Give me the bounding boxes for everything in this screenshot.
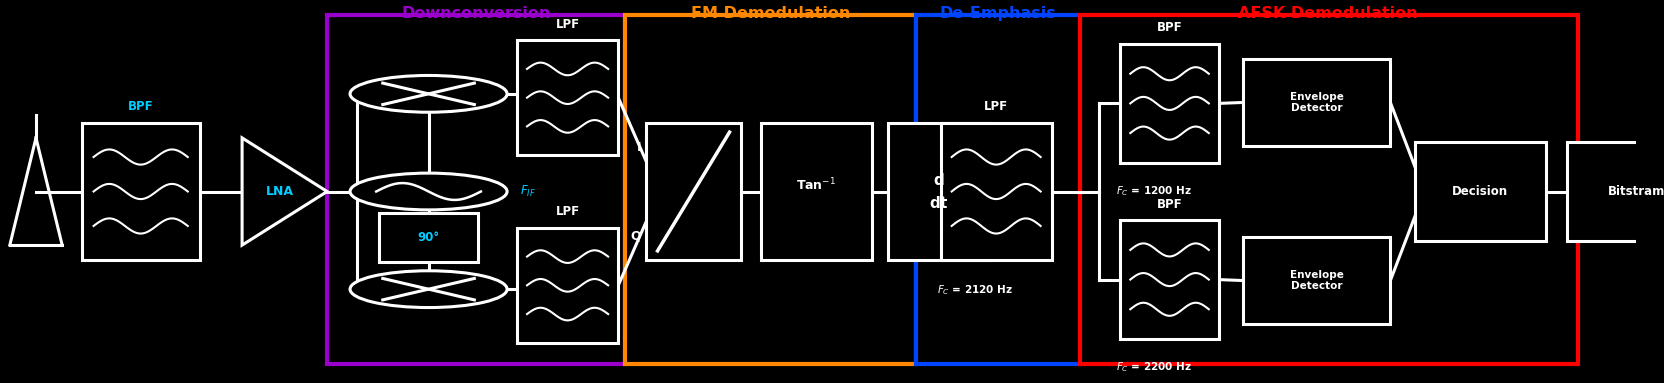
Text: FM Demodulation: FM Demodulation bbox=[691, 6, 850, 21]
Polygon shape bbox=[241, 138, 326, 245]
Text: Bitstram: Bitstram bbox=[1607, 185, 1664, 198]
Bar bbox=[915, 15, 1078, 364]
Bar bbox=[379, 213, 478, 262]
Text: $F_C$ = 1200 Hz: $F_C$ = 1200 Hz bbox=[1115, 184, 1191, 198]
Text: 90°: 90° bbox=[418, 231, 439, 244]
Text: Envelope
Detector: Envelope Detector bbox=[1290, 92, 1343, 113]
Circle shape bbox=[349, 173, 508, 210]
Bar bbox=[326, 15, 624, 364]
Bar bbox=[887, 123, 988, 260]
Bar bbox=[1243, 237, 1389, 324]
Bar bbox=[1243, 59, 1389, 146]
Bar bbox=[646, 123, 740, 260]
Circle shape bbox=[349, 75, 508, 112]
Text: BPF: BPF bbox=[128, 100, 153, 113]
Bar bbox=[516, 228, 617, 343]
Text: Downconversion: Downconversion bbox=[401, 6, 551, 21]
Bar bbox=[940, 123, 1052, 260]
Text: De-Emphasis: De-Emphasis bbox=[938, 6, 1055, 21]
Bar bbox=[1120, 220, 1218, 339]
Text: $\mathbf{d}$: $\mathbf{d}$ bbox=[932, 172, 943, 188]
Bar bbox=[624, 15, 915, 364]
Bar bbox=[1566, 142, 1664, 241]
Text: LNA: LNA bbox=[266, 185, 293, 198]
Bar bbox=[516, 40, 617, 155]
Text: LPF: LPF bbox=[556, 18, 579, 31]
Text: $\mathbf{dt}$: $\mathbf{dt}$ bbox=[929, 195, 948, 211]
Text: Envelope
Detector: Envelope Detector bbox=[1290, 270, 1343, 291]
Text: Q: Q bbox=[631, 229, 641, 242]
Text: Tan$^{-1}$: Tan$^{-1}$ bbox=[795, 176, 835, 193]
Circle shape bbox=[349, 271, 508, 308]
Text: I: I bbox=[636, 141, 641, 154]
Text: LPF: LPF bbox=[556, 205, 579, 218]
Text: $F_C$ = 2200 Hz: $F_C$ = 2200 Hz bbox=[1115, 360, 1191, 374]
Bar bbox=[1120, 44, 1218, 163]
Bar bbox=[760, 123, 872, 260]
Text: LPF: LPF bbox=[983, 100, 1008, 113]
Text: AFSK Demodulation: AFSK Demodulation bbox=[1238, 6, 1418, 21]
Text: BPF: BPF bbox=[1156, 198, 1181, 211]
Bar bbox=[82, 123, 200, 260]
Text: BPF: BPF bbox=[1156, 21, 1181, 34]
Text: $F_C$ = 2120 Hz: $F_C$ = 2120 Hz bbox=[937, 283, 1013, 297]
Bar bbox=[1078, 15, 1577, 364]
Text: Decision: Decision bbox=[1451, 185, 1508, 198]
Text: $F_{IF}$: $F_{IF}$ bbox=[519, 184, 536, 199]
Bar bbox=[1414, 142, 1544, 241]
